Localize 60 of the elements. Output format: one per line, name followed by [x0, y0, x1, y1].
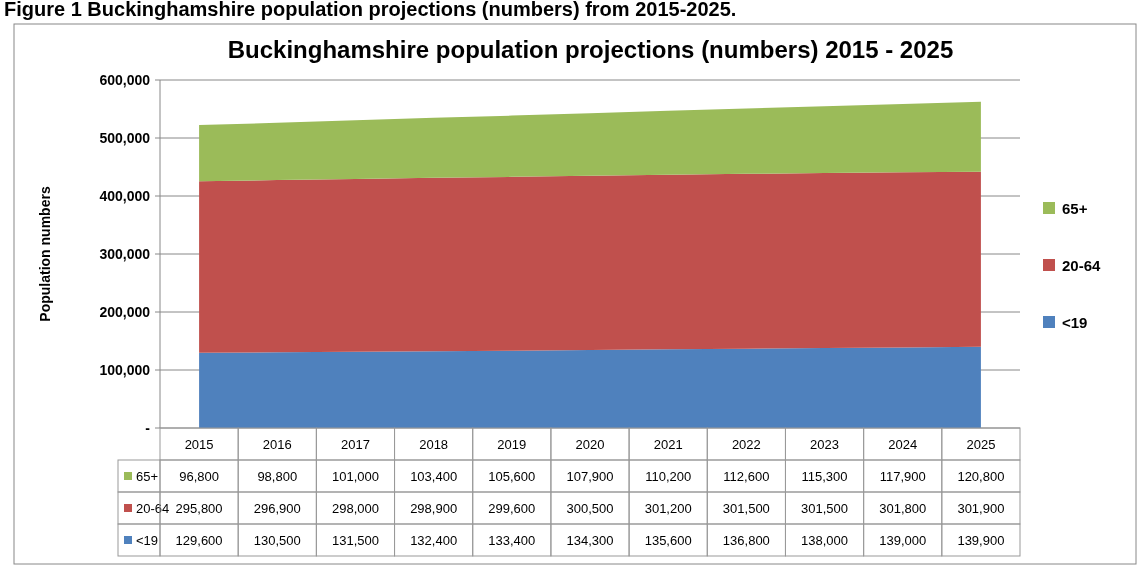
x-tick-label: 2025: [966, 437, 996, 452]
x-tick-label: 2015: [184, 437, 214, 452]
data-label: 117,900: [879, 469, 926, 484]
data-label: 301,900: [957, 501, 1005, 516]
data-label: 301,500: [722, 501, 770, 516]
text: 20-64: [136, 501, 170, 516]
caption: Figure 1 Buckinghamshire population projections (numbers) from 2015-2025.: [4, 0, 737, 20]
data-label: 105,600: [488, 469, 536, 484]
data-label: 139,000: [879, 533, 927, 548]
x-tick-label: 2022: [731, 437, 761, 452]
y-tick-label: 600,000: [99, 72, 151, 88]
legend-label: 65+: [1062, 200, 1088, 217]
x-tick-label: 2016: [262, 437, 292, 452]
y-tick-label: 500,000: [99, 130, 151, 146]
legend-label: <19: [1062, 314, 1088, 331]
data-label: 134,300: [566, 533, 614, 548]
data-label: 139,900: [957, 533, 1005, 548]
data-label: 107,900: [566, 469, 614, 484]
chart-title: Buckinghamshire population projections (numbers) 2015 - 2025: [227, 36, 954, 63]
data-label: 138,000: [801, 533, 849, 548]
data-label: 301,800: [879, 501, 927, 516]
data-label: 298,000: [331, 501, 379, 516]
y-tick-label: -: [145, 420, 151, 436]
data-label: 130,500: [253, 533, 301, 548]
x-tick-label: 2021: [653, 437, 683, 452]
legend-label: 20-64: [1062, 257, 1102, 274]
data-label: 96,800: [179, 469, 219, 484]
data-label: 131,500: [331, 533, 379, 548]
data-label: 295,800: [175, 501, 223, 516]
data-label: 101,000: [331, 469, 379, 484]
data-label: 115,300: [801, 469, 848, 484]
data-label: 135,600: [644, 533, 692, 548]
y-tick-label: 400,000: [99, 188, 151, 204]
data-label: 132,400: [410, 533, 458, 548]
x-tick-label: 2017: [340, 437, 370, 452]
text: <19: [136, 533, 159, 548]
data-label: 110,200: [645, 469, 692, 484]
x-tick-label: 2018: [419, 437, 449, 452]
x-tick-label: 2019: [497, 437, 527, 452]
data-label: 129,600: [175, 533, 223, 548]
x-tick-label: 2023: [810, 437, 840, 452]
data-label: 136,800: [722, 533, 770, 548]
data-label: 301,200: [644, 501, 692, 516]
data-label: 298,900: [410, 501, 458, 516]
data-label: 301,500: [801, 501, 849, 516]
data-label: 120,800: [957, 469, 1005, 484]
y-tick-label: 200,000: [99, 304, 151, 320]
data-label: 98,800: [257, 469, 298, 484]
data-label: 112,600: [723, 469, 770, 484]
data-label: 133,400: [488, 533, 536, 548]
y-tick-label: 100,000: [99, 362, 151, 378]
data-label: 103,400: [410, 469, 458, 484]
y-tick-label: 300,000: [99, 246, 151, 262]
y-axis-title: Population numbers: [37, 186, 53, 322]
data-label: 296,900: [253, 501, 301, 516]
text: 65+: [136, 469, 159, 484]
x-tick-label: 2020: [575, 437, 605, 452]
data-label: 299,600: [488, 501, 536, 516]
x-tick-label: 2024: [888, 437, 918, 452]
data-label: 300,500: [566, 501, 614, 516]
